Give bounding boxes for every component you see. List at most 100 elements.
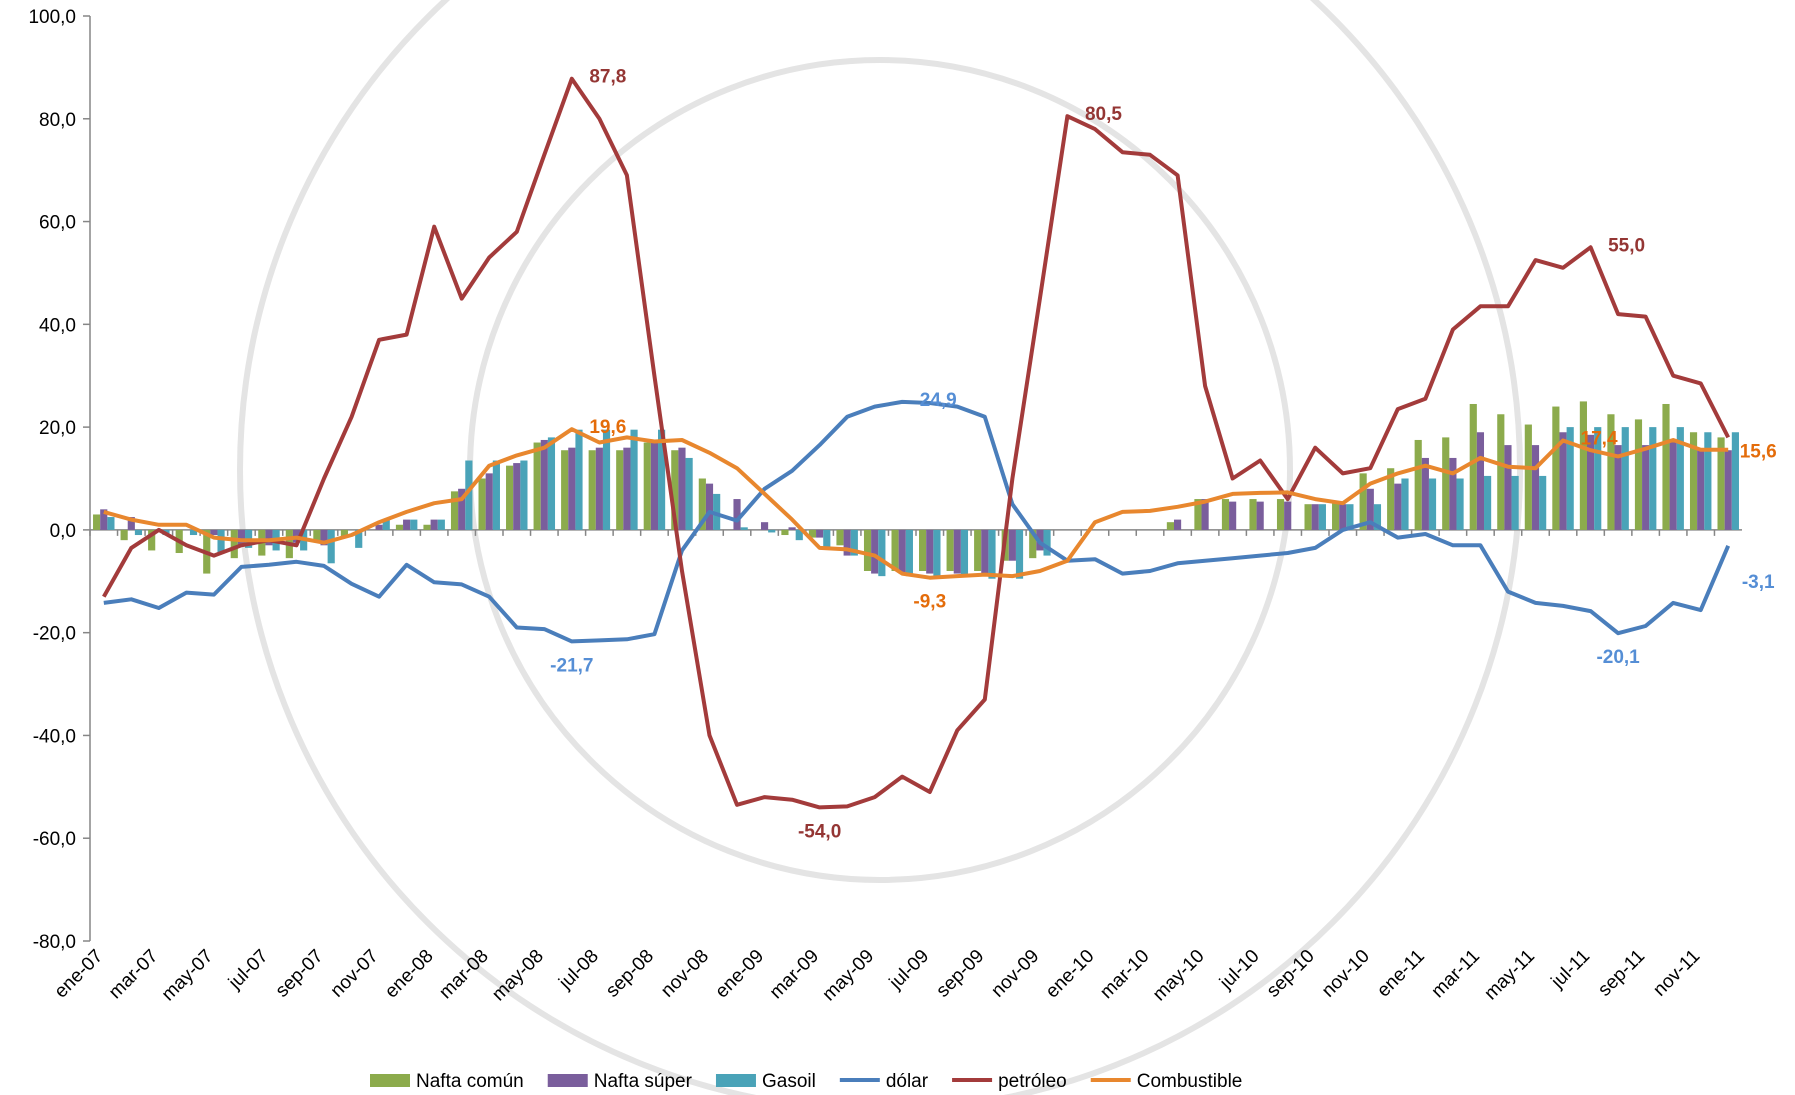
- bar: [1580, 401, 1587, 529]
- bar: [651, 440, 658, 530]
- bar: [933, 530, 940, 576]
- bar: [1559, 432, 1566, 530]
- data-label: 55,0: [1608, 235, 1645, 256]
- bar: [1449, 458, 1456, 530]
- bar: [1332, 502, 1339, 530]
- bar: [1470, 404, 1477, 530]
- bar: [1552, 407, 1559, 530]
- bar: [974, 530, 981, 571]
- bar: [733, 499, 740, 530]
- bar: [217, 530, 224, 553]
- bar: [431, 520, 438, 530]
- y-tick-label: -40,0: [33, 726, 76, 747]
- data-label: 19,6: [589, 417, 626, 438]
- y-tick-label: -60,0: [33, 829, 76, 850]
- bar: [1725, 450, 1732, 530]
- bar: [438, 520, 445, 530]
- x-tick-label: mar-09: [766, 946, 823, 1003]
- bar: [1442, 437, 1449, 530]
- bar: [1622, 427, 1629, 530]
- x-tick-label: jul-11: [1547, 946, 1594, 993]
- bar: [961, 530, 968, 576]
- bar: [1304, 504, 1311, 530]
- bar: [1662, 404, 1669, 530]
- bar: [541, 440, 548, 530]
- bar: [265, 530, 272, 545]
- bar: [478, 479, 485, 530]
- bar: [548, 437, 555, 530]
- bar: [1477, 432, 1484, 530]
- bar: [396, 525, 403, 530]
- y-tick-label: 20,0: [39, 418, 76, 439]
- bar: [568, 448, 575, 530]
- y-tick-label: -80,0: [33, 932, 76, 953]
- bar: [789, 527, 796, 530]
- bar: [313, 530, 320, 540]
- bar: [686, 458, 693, 530]
- bar: [135, 530, 142, 535]
- data-label: -3,1: [1742, 572, 1775, 593]
- bar: [1429, 479, 1436, 530]
- bar: [1284, 502, 1291, 530]
- x-tick-label: sep-11: [1594, 946, 1649, 1001]
- x-tick-label: sep-07: [272, 946, 328, 1002]
- bar: [603, 430, 610, 530]
- legend-swatch: [370, 1074, 410, 1087]
- bar: [596, 448, 603, 530]
- x-tick-label: mar-07: [105, 946, 162, 1003]
- bar: [1167, 522, 1174, 530]
- x-tick-label: ene-07: [51, 946, 108, 1003]
- bar: [328, 530, 335, 563]
- bar: [1229, 502, 1236, 530]
- x-tick-label: nov-07: [327, 946, 383, 1002]
- x-tick-label: jul-08: [554, 946, 602, 994]
- x-tick-label: sep-09: [932, 946, 988, 1002]
- x-tick-label: may-11: [1480, 946, 1539, 1005]
- x-tick-label: ene-09: [711, 946, 768, 1003]
- x-tick-label: ene-10: [1042, 946, 1099, 1003]
- x-tick-label: sep-08: [602, 946, 658, 1002]
- bar: [1222, 499, 1229, 530]
- bar: [1484, 476, 1491, 530]
- bar: [878, 530, 885, 576]
- line: [104, 79, 1728, 808]
- y-tick-label: 0,0: [50, 521, 76, 542]
- bar: [1394, 484, 1401, 530]
- data-label: 15,6: [1740, 442, 1777, 463]
- bar: [1009, 530, 1016, 561]
- bar: [93, 514, 100, 529]
- bar: [1016, 530, 1023, 579]
- bar: [623, 448, 630, 530]
- data-label: 80,5: [1085, 104, 1122, 125]
- bar: [1249, 499, 1256, 530]
- bar: [1401, 479, 1408, 530]
- y-tick-label: 60,0: [39, 213, 76, 234]
- bar: [1670, 440, 1677, 530]
- data-label: -21,7: [550, 655, 593, 676]
- bar: [981, 530, 988, 574]
- bar: [954, 530, 961, 574]
- bar: [899, 530, 906, 574]
- bar: [1277, 499, 1284, 530]
- x-tick-label: may-09: [819, 946, 879, 1006]
- bar: [630, 430, 637, 530]
- bar: [403, 520, 410, 530]
- data-label: -54,0: [798, 821, 841, 842]
- bar: [644, 443, 651, 530]
- bar: [1697, 450, 1704, 530]
- bar: [1312, 504, 1319, 530]
- bar: [1504, 445, 1511, 530]
- bar: [926, 530, 933, 574]
- bar: [1360, 473, 1367, 530]
- bar: [1174, 520, 1181, 530]
- bar: [451, 491, 458, 530]
- bar: [891, 530, 898, 571]
- legend-swatch: [548, 1074, 588, 1087]
- bar: [513, 463, 520, 530]
- data-label: -20,1: [1596, 647, 1640, 668]
- bar: [1422, 458, 1429, 530]
- bar: [864, 530, 871, 571]
- bar: [1732, 432, 1739, 530]
- bar: [1497, 414, 1504, 530]
- bar: [1539, 476, 1546, 530]
